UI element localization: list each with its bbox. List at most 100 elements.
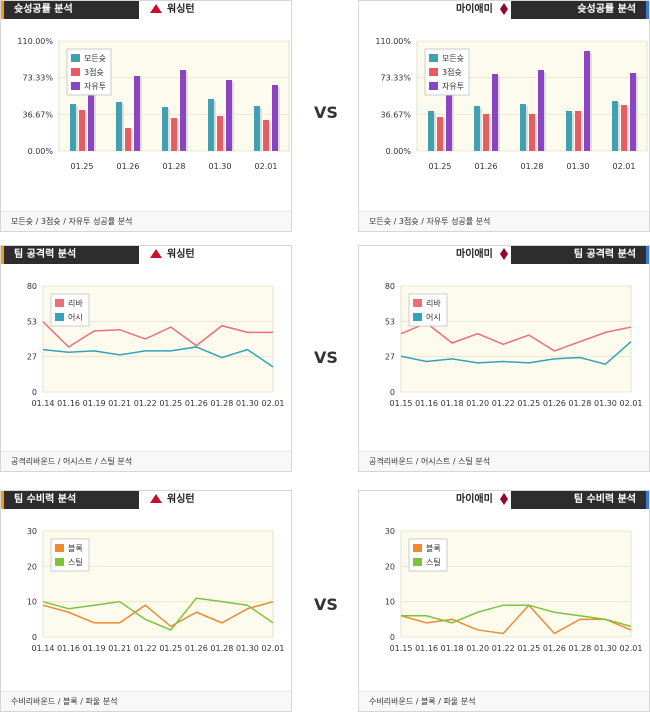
team-name-washington: 워싱턴 (149, 247, 195, 263)
x-tick-label: 01.30 (594, 399, 617, 408)
section-title: 팀 수비력 분석 (511, 491, 649, 509)
panel-header: 마이애미 팀 공격력 분석 (359, 246, 649, 264)
legend-swatch (429, 54, 438, 62)
y-tick-label: 53 (385, 317, 395, 326)
bar-자유투 (584, 51, 590, 151)
series-line-스틸 (42, 597, 274, 631)
bar-모든슛 (70, 104, 76, 151)
left-panel-offense: 팀 공격력 분석 워싱턴 80 53 27 0 01.14 01.16 01.19 01.21… (0, 245, 292, 472)
x-tick-label: 01.25 (429, 162, 452, 171)
y-tick-label: 0.00% (28, 147, 54, 156)
x-tick-label: 01.25 (517, 399, 540, 408)
y-tick-label: 10 (27, 598, 37, 607)
y-tick-label: 80 (27, 282, 37, 291)
wizards-logo-icon (149, 493, 163, 505)
legend-label: 스틸 (426, 557, 441, 567)
x-tick-label: 02.01 (262, 399, 285, 408)
x-tick-label: 01.26 (543, 399, 566, 408)
x-tick-label: 01.25 (159, 399, 182, 408)
x-tick-label: 01.22 (492, 644, 515, 653)
right-panel-shooting: 마이애미 슛성공률 분석 110.00% 73.33% 36.67% 0.00% 01.… (358, 0, 650, 232)
legend-label: 3점슛 (442, 67, 462, 77)
bar-모든슛 (254, 106, 260, 151)
x-tick-label: 01.26 (543, 644, 566, 653)
series-line-리바 (400, 322, 632, 352)
section-title: 팀 수비력 분석 (1, 491, 139, 509)
panel-header: 마이애미 팀 수비력 분석 (359, 491, 649, 509)
y-tick-label: 27 (27, 353, 37, 362)
x-tick-label: 02.01 (255, 162, 278, 171)
series-line-블록 (400, 604, 632, 635)
series-line-어시 (400, 341, 632, 366)
team-name-miami: 마이애미 (456, 492, 515, 508)
y-tick-label: 0 (390, 388, 395, 397)
series-line-스틸 (401, 604, 632, 628)
y-tick-label: 110.00% (375, 37, 411, 46)
x-tick-label: 01.16 (415, 644, 438, 653)
bar-모든슛 (162, 107, 168, 151)
legend-swatch (55, 299, 64, 307)
y-tick-label: 53 (27, 317, 37, 326)
bar-자유투 (272, 85, 278, 151)
x-tick-label: 01.21 (108, 399, 131, 408)
vs-label: VS (314, 595, 338, 614)
wizards-logo-icon (149, 248, 163, 260)
x-tick-label: 01.28 (210, 399, 233, 408)
x-tick-label: 01.18 (441, 399, 464, 408)
x-tick-label: 01.16 (57, 644, 80, 653)
legend-swatch (413, 313, 422, 321)
legend-label: 3점슛 (84, 67, 104, 77)
x-tick-label: 02.01 (620, 644, 643, 653)
bar-3점슛 (125, 128, 131, 151)
x-tick-label: 01.15 (390, 644, 413, 653)
bar-자유투 (180, 70, 186, 151)
x-tick-label: 01.28 (568, 644, 591, 653)
x-tick-label: 02.01 (262, 644, 285, 653)
x-tick-label: 01.30 (236, 399, 259, 408)
legend-label: 모든슛 (442, 54, 464, 63)
x-tick-label: 01.22 (134, 399, 157, 408)
vs-label: VS (314, 348, 338, 367)
heat-logo-icon (497, 248, 511, 260)
x-tick-label: 01.18 (441, 644, 464, 653)
y-tick-label: 0 (32, 633, 37, 642)
x-tick-label: 01.16 (57, 399, 80, 408)
bar-자유투 (88, 88, 94, 151)
bar-자유투 (538, 70, 544, 151)
vs-label: VS (314, 103, 338, 122)
x-tick-label: 01.22 (134, 644, 157, 653)
panel-footer: 공격리바운드 / 어시스트 / 스틸 분석 (1, 451, 291, 471)
x-tick-label: 01.20 (466, 644, 489, 653)
y-tick-label: 0.00% (386, 147, 412, 156)
bar-자유투 (630, 73, 636, 151)
x-tick-label: 01.14 (32, 644, 55, 653)
x-tick-label: 01.25 (159, 644, 182, 653)
panel-footer: 수비리바운드 / 블록 / 파울 분석 (1, 691, 291, 711)
x-tick-label: 01.30 (209, 162, 232, 171)
bar-자유투 (134, 76, 140, 151)
legend-label: 어시 (426, 312, 441, 322)
y-tick-label: 20 (27, 562, 37, 571)
series-line-블록 (42, 600, 274, 628)
series-line-어시 (42, 346, 274, 368)
x-tick-label: 01.26 (117, 162, 140, 171)
series-line-리바 (42, 321, 273, 348)
legend-label: 블록 (68, 543, 83, 553)
x-tick-label: 01.26 (185, 644, 208, 653)
x-tick-label: 01.20 (466, 399, 489, 408)
panel-header: 슛성공률 분석 워싱턴 (1, 1, 291, 19)
y-tick-label: 80 (385, 282, 395, 291)
y-tick-label: 10 (385, 598, 395, 607)
x-tick-label: 01.26 (475, 162, 498, 171)
section-title: 팀 공격력 분석 (1, 246, 139, 264)
legend-swatch (55, 558, 64, 566)
x-tick-label: 01.26 (185, 399, 208, 408)
legend-swatch (413, 299, 422, 307)
panel-footer: 수비리바운드 / 블록 / 파울 분석 (359, 691, 649, 711)
team-name-miami: 마이애미 (456, 247, 515, 263)
x-tick-label: 01.28 (521, 162, 544, 171)
panel-footer: 모든슛 / 3점슛 / 자유투 성공률 분석 (359, 211, 649, 231)
